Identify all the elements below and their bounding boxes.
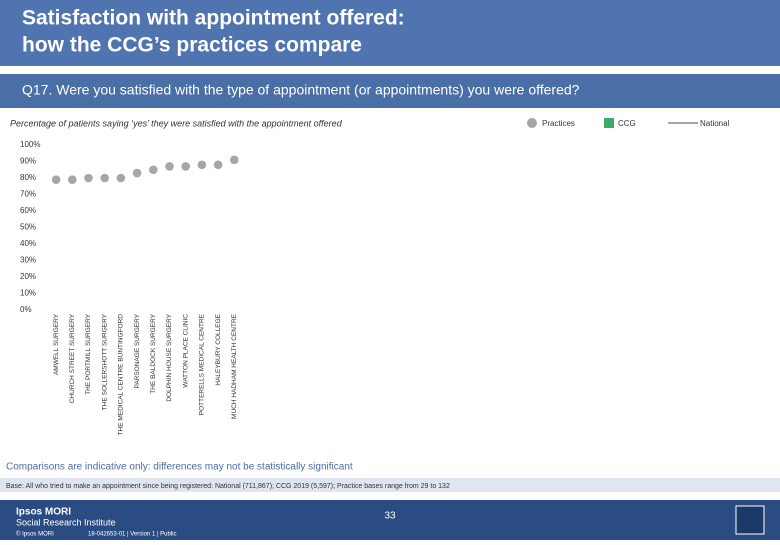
x-tick-label: POTTERELLS MEDICAL CENTRE — [199, 313, 206, 415]
point — [149, 165, 158, 175]
header-band — [0, 0, 780, 66]
legend-swatch — [604, 118, 614, 128]
version: 18-042653-01 | Version 1 | Public — [88, 532, 177, 538]
y-tick-label: 30% — [20, 256, 36, 265]
brand: Ipsos MORI — [16, 507, 71, 518]
legend-swatch — [527, 118, 537, 128]
question-band — [0, 74, 780, 108]
point — [51, 175, 61, 184]
x-tick-label: THE MEDICAL CENTRE BUNTINGFORD — [118, 314, 125, 436]
y-tick-label: 50% — [20, 223, 36, 232]
point — [230, 155, 239, 165]
y-tick-label: 10% — [20, 289, 36, 298]
x-tick-label: CHURCH STREET SURGERY — [69, 313, 76, 403]
point — [213, 160, 223, 170]
x-tick-label: DOLPHIN HOUSE SURGERY — [166, 313, 173, 401]
point — [68, 175, 77, 184]
legend-label: CCG — [618, 119, 636, 128]
institute: Social Research Institute — [16, 517, 116, 527]
x-tick-label: AMWELL SURGERY — [53, 313, 60, 375]
x-tick-label: PARSONAGE SURGERY — [134, 313, 141, 388]
x-tick-label: WATTON PLACE CLINIC — [182, 314, 189, 388]
logo — [735, 505, 765, 535]
point — [197, 160, 207, 170]
y-tick-label: 100% — [20, 140, 40, 149]
base: Base: All who tried to make an appointme… — [6, 483, 450, 490]
x-tick-label: HALEYBURY COLLEGE — [215, 313, 222, 385]
x-tick-label: MUCH HADHAM HEALTH CENTRE — [231, 313, 238, 419]
point — [100, 173, 109, 183]
y-tick-label: 0% — [20, 305, 32, 314]
title-line: Satisfaction with appointment offered: — [22, 7, 405, 30]
page-number: 33 — [384, 511, 396, 522]
note: Comparisons are indicative only: differe… — [6, 462, 353, 473]
y-tick-label: 60% — [20, 206, 36, 215]
x-tick-label: THE PORTMILL SURGERY — [85, 313, 92, 394]
legend-label: Practices — [542, 119, 575, 128]
point — [84, 173, 93, 183]
point — [165, 162, 174, 171]
footer-band — [0, 500, 780, 540]
question: Q17. Were you satisfied with the type of… — [22, 82, 580, 98]
y-tick-label: 90% — [20, 157, 36, 166]
point — [181, 162, 190, 171]
base-band — [0, 478, 780, 492]
point — [116, 173, 126, 183]
y-tick-label: 70% — [20, 190, 36, 199]
subtitle: Percentage of patients saying ‘yes’ they… — [10, 118, 343, 128]
title-line: how the CCG’s practices compare — [22, 34, 362, 57]
y-tick-label: 20% — [20, 272, 36, 281]
x-tick-label: THE SOLLERSHOTT SURGERY — [101, 313, 108, 410]
y-tick-label: 40% — [20, 239, 36, 248]
y-tick-label: 80% — [20, 173, 36, 182]
copyright: © Ipsos MORI — [16, 531, 54, 538]
point — [132, 168, 142, 178]
x-tick-label: THE BALDOCK SURGERY — [150, 313, 157, 393]
legend-label: National — [700, 119, 730, 128]
